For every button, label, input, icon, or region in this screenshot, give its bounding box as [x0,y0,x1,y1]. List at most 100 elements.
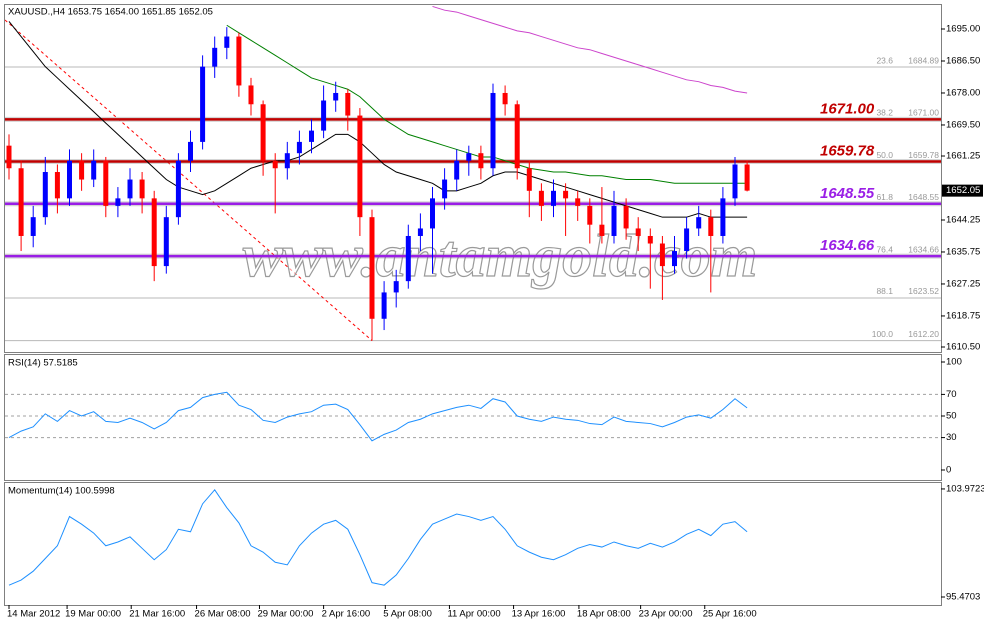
y-tick-label: 1661.25 [946,151,980,162]
candle-body [284,153,290,169]
candle-body [587,205,593,225]
y-tick-label: 1610.50 [946,342,980,353]
y-tick-label: 1627.25 [946,278,980,289]
y-tick-label: 1644.25 [946,215,980,226]
candle-body [684,228,690,252]
x-tick-label: 18 Apr 08:00 [577,609,631,620]
candle-body [212,47,218,67]
level-label: 1671.00 [820,100,875,117]
y-tick-label: 30 [946,432,957,443]
candle-body [381,292,387,319]
x-tick-label: 11 Apr 00:00 [447,609,500,620]
x-tick-label: 14 Mar 2012 [7,609,60,620]
candle-body [478,153,484,169]
candle-body [260,104,266,161]
fibo-price: 1612.20 [908,329,939,339]
candle-body [502,92,508,105]
candle-body [599,224,605,236]
candle-body [454,160,460,180]
candle-body [393,281,399,293]
x-tick-label: 2 Apr 16:00 [322,609,371,620]
x-tick-label: 13 Apr 16:00 [512,609,566,620]
main-panel [4,4,942,353]
y-tick-label: 1618.75 [946,310,980,321]
candle-body [551,190,556,206]
candle-body [139,179,145,199]
x-tick-label: 26 Mar 08:00 [195,609,251,620]
momentum-plot [8,489,748,586]
indicator-line [8,489,748,586]
candle-body [696,217,702,229]
candle-body [272,160,278,169]
axes: XAUUSD.,H4 1653.75 1654.00 1651.85 1652.… [7,7,984,620]
candle-body [732,164,738,199]
candle-body [42,172,48,218]
fibo-ratio: 88.1 [876,286,893,296]
candle-body [417,228,423,236]
y-tick-label: 103.9723 [946,483,984,494]
candle-body [611,205,617,236]
candle-body [6,145,12,169]
candle-body [635,228,641,236]
candle-body [744,164,750,191]
candle-body [224,36,230,48]
indicator-title: RSI(14) 57.5185 [8,358,78,369]
candle-body [236,36,242,86]
candle-body [526,168,532,191]
candle-body [708,217,714,236]
candle-body [659,243,665,267]
momentum-panel [4,482,942,606]
y-tick-label: 95.4703 [946,592,980,603]
candle-body [720,198,726,236]
candle-body [672,251,677,267]
last-price-box [942,184,983,197]
rsi-panel [4,354,942,481]
candle-body [563,190,569,199]
candle-body [369,217,375,319]
y-tick-label: 1686.50 [946,56,980,67]
x-tick-label: 23 Apr 00:00 [639,609,693,620]
moving-average [226,24,748,184]
x-tick-label: 5 Apr 08:00 [383,609,432,620]
candle-body [127,179,133,199]
candle-body [175,160,181,218]
y-tick-label: 0 [946,465,951,476]
candle-body [466,153,472,161]
candle-body [79,160,85,180]
fibo-ratio: 61.8 [876,192,893,202]
fibo-ratio: 50.0 [876,150,893,160]
candle-body [575,198,581,206]
chart-title: XAUUSD.,H4 1653.75 1654.00 1651.85 1652.… [8,7,213,18]
moving-average [432,5,748,94]
x-tick-label: 29 Mar 00:00 [257,609,313,620]
fibo-price: 1623.52 [908,286,939,296]
level-label: 1634.66 [820,237,875,254]
last-price-label: 1652.05 [946,185,980,196]
candle-body [200,66,206,142]
candle-body [115,198,121,206]
level-label: 1648.55 [820,185,875,202]
candle-body [296,141,302,154]
candle-body [18,168,24,236]
candle-body [623,205,629,229]
y-tick-label: 100 [946,357,962,368]
fibo-price: 1684.89 [908,55,939,65]
y-tick-label: 1695.00 [946,24,980,35]
candle-body [321,100,327,131]
candle-body [188,141,193,161]
candle-body [103,160,109,206]
candle-body [163,217,169,267]
y-tick-label: 70 [946,389,957,400]
y-tick-label: 1669.50 [946,119,980,130]
candle-body [309,130,314,142]
rsi-plot [5,391,941,442]
candle-body [67,160,72,199]
y-tick-label: 1635.75 [946,246,980,257]
candle-body [405,235,411,282]
candle-body [430,198,435,229]
fibo-ratio: 76.4 [876,244,893,254]
y-tick-label: 1678.00 [946,87,980,98]
